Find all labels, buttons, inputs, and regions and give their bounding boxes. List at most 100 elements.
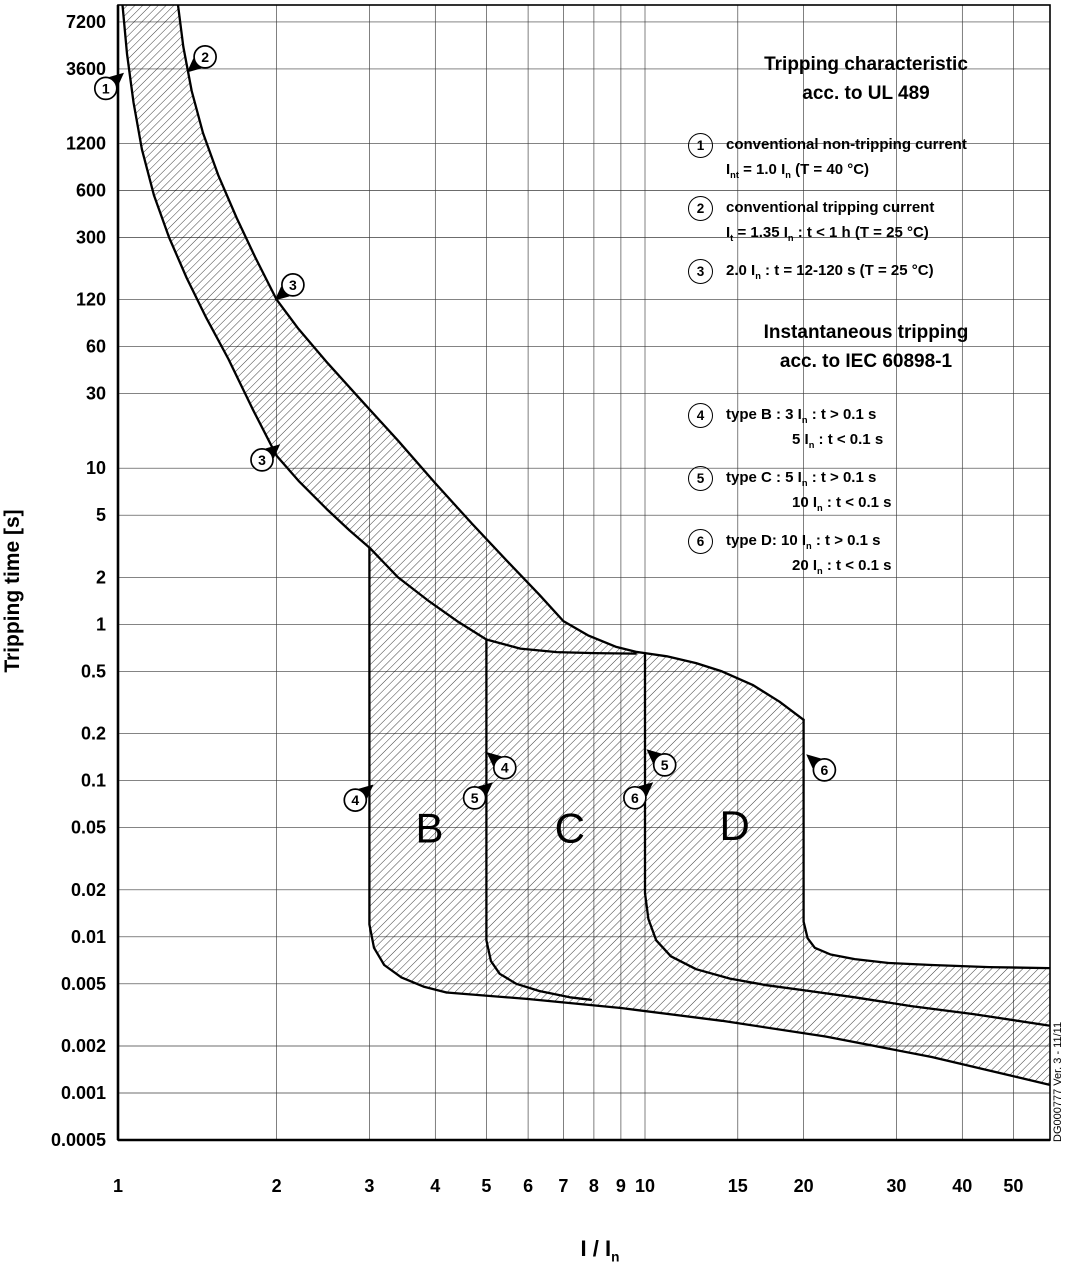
y-tick-label: 10 bbox=[86, 458, 106, 478]
curve-marker-3: 3 bbox=[274, 273, 305, 301]
y-axis-title: Tripping time [s] bbox=[1, 509, 24, 673]
x-tick-label: 5 bbox=[481, 1176, 491, 1196]
marker-pointer-icon bbox=[274, 286, 290, 301]
legend-item-text: type D: 10 In : t > 0.1 s 20 In : t < 0.1… bbox=[726, 532, 892, 576]
x-tick-label: 10 bbox=[635, 1176, 655, 1196]
curve-marker-5: 5 bbox=[462, 782, 493, 810]
marker-number: 3 bbox=[258, 452, 266, 468]
marker-circle-icon bbox=[93, 76, 118, 101]
y-tick-label: 0.1 bbox=[81, 771, 106, 791]
curve-marker-4: 4 bbox=[486, 752, 517, 780]
marker-number: 5 bbox=[661, 757, 669, 773]
marker-number: 5 bbox=[471, 790, 479, 806]
y-tick-label: 600 bbox=[76, 181, 106, 201]
marker-circle-icon bbox=[812, 758, 837, 782]
y-tick-label: 2 bbox=[96, 567, 106, 587]
y-tick-label: 0.2 bbox=[81, 724, 106, 744]
y-tick-label: 0.5 bbox=[81, 661, 106, 681]
circled-number-icon: 4 bbox=[688, 403, 713, 428]
curve-marker-2: 2 bbox=[186, 45, 217, 73]
y-tick-label: 5 bbox=[96, 505, 106, 525]
circled-number-icon: 3 bbox=[688, 259, 713, 284]
circled-number-icon: 5 bbox=[688, 466, 713, 491]
marker-circle-icon bbox=[652, 753, 677, 777]
marker-circle-icon bbox=[492, 755, 517, 780]
marker-pointer-icon bbox=[806, 754, 821, 769]
x-tick-label: 6 bbox=[523, 1176, 533, 1196]
x-tick-label: 2 bbox=[272, 1176, 282, 1196]
legend-item-text: type C : 5 In : t > 0.1 s 10 In : t < 0.1… bbox=[726, 469, 892, 513]
marker-circle-icon bbox=[193, 45, 217, 69]
x-tick-label: 15 bbox=[728, 1176, 748, 1196]
legend-item: 5 type C : 5 In : t > 0.1 s 10 In : t < 0.… bbox=[688, 465, 1044, 515]
marker-pointer-icon bbox=[486, 752, 502, 767]
curve-bottom-limit bbox=[445, 991, 1050, 1086]
y-tick-label: 0.01 bbox=[71, 927, 106, 947]
circled-number-icon: 2 bbox=[688, 196, 713, 221]
marker-number: 1 bbox=[102, 80, 110, 96]
marker-number: 4 bbox=[351, 792, 359, 808]
marker-circle-icon bbox=[250, 448, 274, 472]
tick-labels: 7200360012006003001206030105210.50.20.10… bbox=[51, 12, 1023, 1196]
marker-pointer-icon bbox=[265, 444, 281, 459]
y-tick-label: 3600 bbox=[66, 59, 106, 79]
legend-item-text: 2.0 In : t = 12-120 s (T = 25 °C) bbox=[726, 262, 934, 281]
curve-c-left-vertical-and-tail bbox=[485, 638, 593, 1001]
x-tick-label: 40 bbox=[952, 1176, 972, 1196]
y-tick-label: 60 bbox=[86, 337, 106, 357]
y-tick-label: 0.02 bbox=[71, 880, 106, 900]
curve-marker-6: 6 bbox=[623, 782, 654, 810]
curve-marker-6: 6 bbox=[806, 754, 837, 782]
y-tick-label: 30 bbox=[86, 384, 106, 404]
legend-item: 3 2.0 In : t = 12-120 s (T = 25 °C) bbox=[688, 258, 1044, 284]
grid bbox=[118, 5, 1050, 1140]
marker-pointer-icon bbox=[186, 58, 202, 73]
marker-number: 6 bbox=[821, 762, 829, 778]
y-tick-label: 120 bbox=[76, 290, 106, 310]
marker-number: 3 bbox=[289, 277, 297, 293]
x-tick-label: 3 bbox=[364, 1176, 374, 1196]
marker-pointer-icon bbox=[638, 782, 654, 797]
legend-item-text: conventional tripping current It = 1.35 I… bbox=[726, 199, 935, 243]
y-tick-label: 0.05 bbox=[71, 818, 106, 838]
y-tick-label: 300 bbox=[76, 228, 106, 248]
y-tick-label: 0.0005 bbox=[51, 1130, 106, 1150]
legend-item-text: conventional non-tripping current Int = 1… bbox=[726, 136, 967, 180]
marker-number: 2 bbox=[201, 49, 209, 65]
x-tick-label: 9 bbox=[616, 1176, 626, 1196]
curve-upper-limit bbox=[176, 5, 805, 721]
y-tick-label: 0.005 bbox=[61, 974, 106, 994]
y-tick-label: 0.001 bbox=[61, 1083, 106, 1103]
region-label-B: B bbox=[415, 805, 443, 852]
x-tick-label: 30 bbox=[886, 1176, 906, 1196]
marker-circle-icon bbox=[623, 785, 647, 810]
marker-pointer-icon bbox=[109, 72, 124, 87]
region-label-D: D bbox=[720, 802, 750, 849]
document-number: DG000777 Ver. 3 - 11/11 bbox=[1052, 1021, 1064, 1142]
y-tick-label: 1200 bbox=[66, 133, 106, 153]
circled-number-icon: 1 bbox=[688, 133, 713, 158]
marker-circle-icon bbox=[343, 788, 368, 812]
marker-pointer-icon bbox=[646, 749, 662, 764]
legend-item: 1 conventional non-tripping current Int = … bbox=[688, 132, 1044, 182]
marker-circle-icon bbox=[281, 273, 305, 297]
x-tick-label: 8 bbox=[589, 1176, 599, 1196]
legend-heading-iec: Instantaneous tripping acc. to IEC 60898-… bbox=[763, 322, 969, 372]
marker-circle-icon bbox=[462, 786, 487, 810]
legend: Tripping characteristic acc. to UL 489 1 co… bbox=[688, 50, 1044, 591]
curve-d-left-vertical-and-tail bbox=[643, 651, 1050, 1027]
region-label-C: C bbox=[555, 805, 585, 852]
curve-d-right-vertical-and-tail bbox=[802, 718, 1050, 970]
tripping-band-region bbox=[122, 5, 1050, 1085]
curve-marker-4: 4 bbox=[343, 784, 374, 812]
y-tick-label: 0.002 bbox=[61, 1036, 106, 1056]
x-tick-label: 20 bbox=[794, 1176, 814, 1196]
curve-b-left-vertical-and-tail bbox=[368, 546, 448, 994]
legend-item: 2 conventional tripping current It = 1.35 … bbox=[688, 195, 1044, 245]
x-tick-label: 4 bbox=[430, 1176, 440, 1196]
marker-number: 4 bbox=[501, 760, 509, 776]
legend-item: 6 type D: 10 In : t > 0.1 s 20 In : t < 0.… bbox=[688, 528, 1044, 578]
